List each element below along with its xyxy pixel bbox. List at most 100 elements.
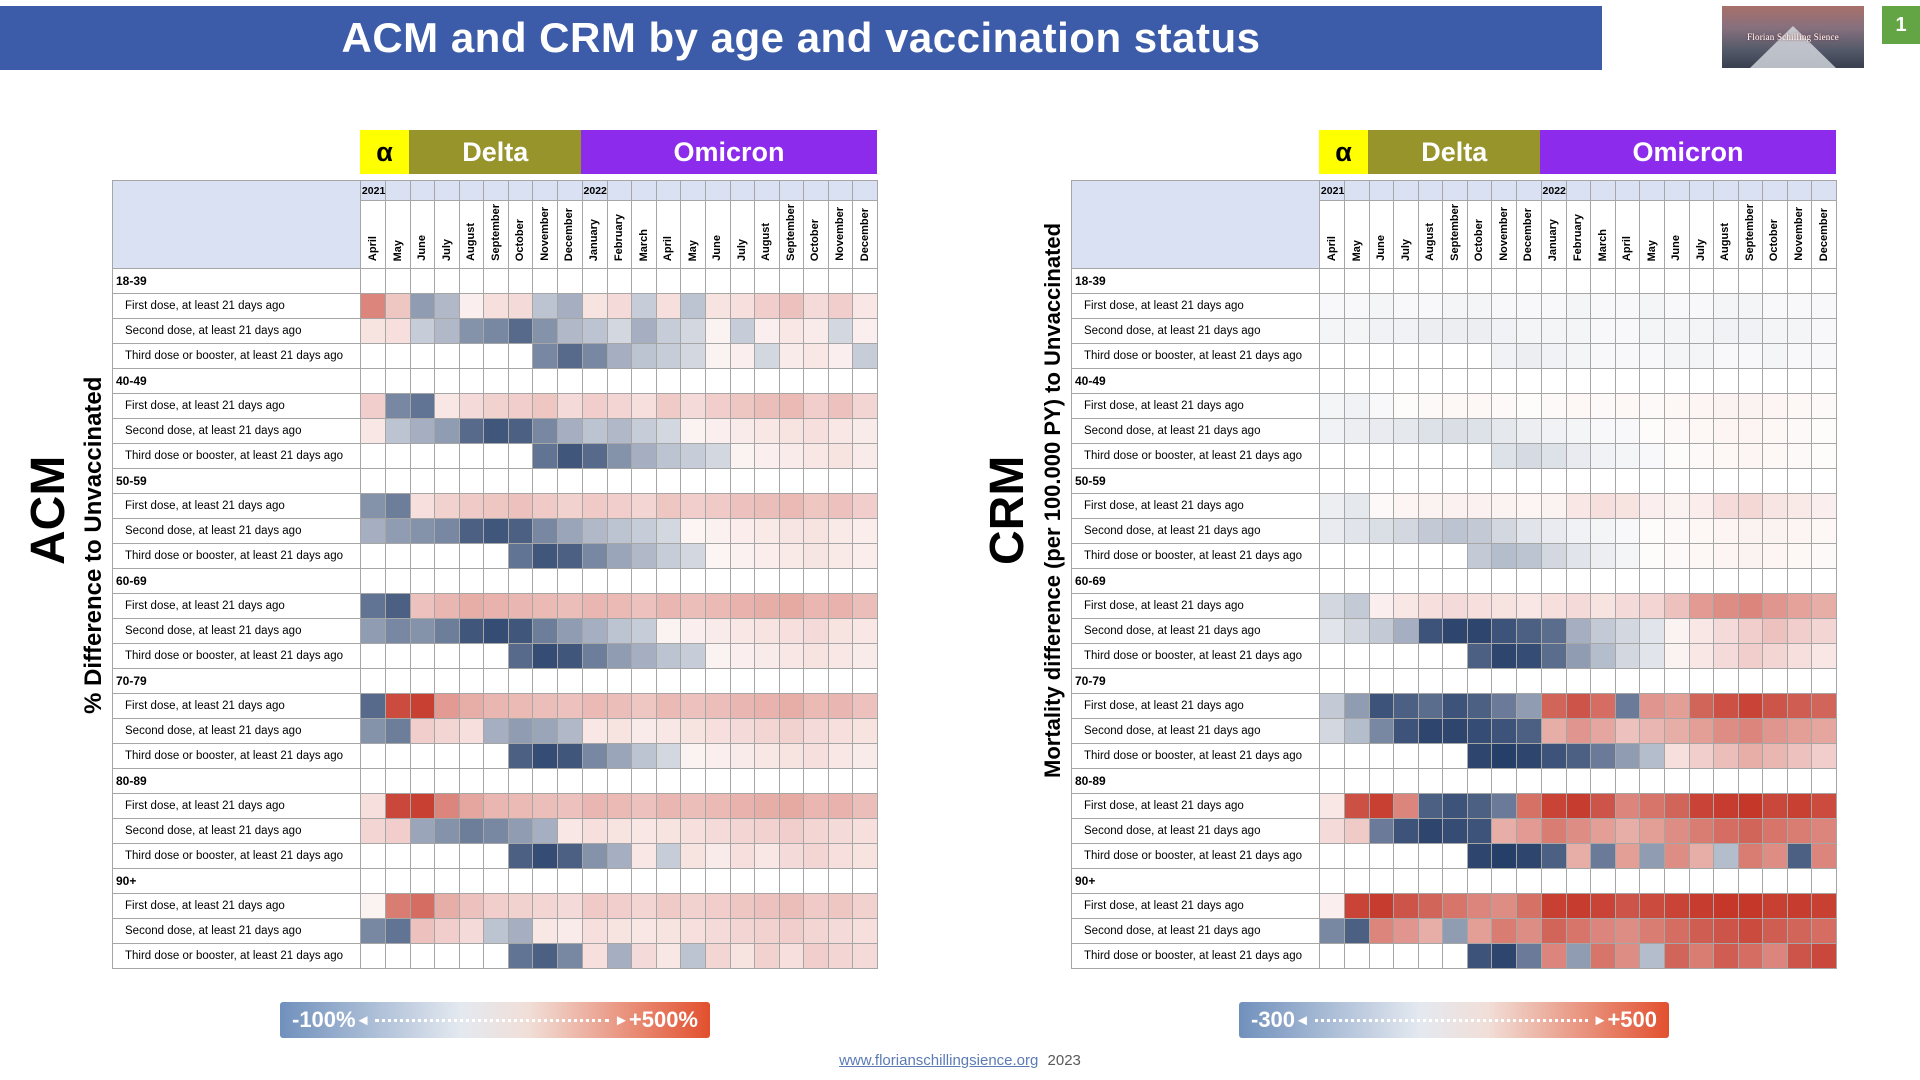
- heatmap-cell: [1318, 643, 1346, 669]
- heatmap-cell: [655, 793, 682, 819]
- month-cell: April: [655, 200, 682, 269]
- heatmap-cell: [1344, 918, 1370, 944]
- dose-label: Third dose or booster, at least 21 days …: [1071, 443, 1320, 469]
- heatmap-cell: [655, 518, 682, 544]
- empty-cell: [1344, 668, 1370, 694]
- heatmap-cell: [655, 718, 682, 744]
- heatmap-cell: [532, 518, 558, 544]
- empty-cell: [1565, 668, 1592, 694]
- heatmap-cell: [705, 418, 731, 444]
- dose-label: First dose, at least 21 days ago: [1071, 393, 1320, 419]
- month-label: September: [1744, 204, 1756, 261]
- logo: Florian Schilling Sience: [1722, 6, 1864, 68]
- month-cell: October: [803, 200, 829, 269]
- month-label: May: [392, 239, 404, 261]
- heatmap-cell: [532, 418, 558, 444]
- heatmap-cell: [507, 818, 534, 844]
- heatmap-cell: [359, 593, 387, 619]
- heatmap-cell: [434, 593, 460, 619]
- month-cell: August: [754, 200, 780, 269]
- dose-label: Second dose, at least 21 days ago: [112, 318, 361, 344]
- heatmap-cell: [532, 793, 558, 819]
- heatmap-cell: [1318, 718, 1346, 744]
- empty-cell: [803, 268, 829, 294]
- empty-cell: [655, 368, 682, 394]
- empty-cell: [1639, 868, 1666, 894]
- heatmap-cell: [1713, 443, 1739, 469]
- crm-heatmap: 2021 2022 April May June July August September O…: [1071, 180, 1837, 969]
- heatmap-cell: [1664, 893, 1690, 919]
- empty-cell: [655, 768, 682, 794]
- heatmap-cell: [1516, 793, 1542, 819]
- heatmap-cell: [631, 618, 657, 644]
- empty-cell: [507, 268, 534, 294]
- empty-cell: [507, 868, 534, 894]
- heatmap-cell: [729, 593, 756, 619]
- month-cell: May: [385, 200, 411, 269]
- heatmap-cell: [1344, 518, 1370, 544]
- heatmap-cell: [532, 743, 558, 769]
- age-group-label: 60-69: [1071, 568, 1320, 594]
- heatmap-cell: [680, 543, 707, 569]
- heatmap-cell: [827, 293, 854, 319]
- heatmap-cell: [1590, 393, 1616, 419]
- empty-cell: [581, 768, 608, 794]
- year-cell: [606, 180, 633, 201]
- age-group-row: 50-59: [1071, 468, 1837, 494]
- year-cell: [1442, 180, 1468, 201]
- empty-cell: [507, 768, 534, 794]
- heatmap-cell: [1368, 818, 1395, 844]
- footer-link[interactable]: www.florianschillingsience.org: [839, 1052, 1039, 1069]
- heatmap-cell: [1417, 943, 1444, 969]
- heatmap-cell: [557, 793, 583, 819]
- empty-cell: [1590, 368, 1616, 394]
- heatmap-cell: [1393, 343, 1419, 369]
- heatmap-cell: [1614, 443, 1641, 469]
- heatmap-cell: [1368, 793, 1395, 819]
- heatmap-cell: [1516, 393, 1542, 419]
- heatmap-cell: [754, 693, 780, 719]
- heatmap-cell: [1811, 518, 1837, 544]
- empty-cell: [1318, 268, 1346, 294]
- heatmap-cell: [1590, 693, 1616, 719]
- empty-cell: [606, 268, 633, 294]
- heatmap-cell: [1762, 918, 1788, 944]
- heatmap-cell: [1491, 843, 1517, 869]
- empty-cell: [409, 868, 436, 894]
- heatmap-cell: [1516, 943, 1542, 969]
- empty-cell: [852, 868, 878, 894]
- empty-cell: [1393, 268, 1419, 294]
- heatmap-cell: [1614, 343, 1641, 369]
- empty-cell: [1516, 868, 1542, 894]
- heatmap-cell: [1318, 318, 1346, 344]
- heatmap-cell: [359, 718, 387, 744]
- heatmap-cell: [507, 543, 534, 569]
- heatmap-cell: [754, 618, 780, 644]
- empty-cell: [680, 368, 707, 394]
- heatmap-cell: [655, 818, 682, 844]
- heatmap-cell: [1417, 593, 1444, 619]
- empty-cell: [1318, 768, 1346, 794]
- heatmap-cell: [385, 518, 411, 544]
- empty-cell: [852, 768, 878, 794]
- dose-label: First dose, at least 21 days ago: [1071, 793, 1320, 819]
- heatmap-cell: [581, 693, 608, 719]
- month-label: July: [736, 238, 748, 261]
- year-cell: [1688, 180, 1715, 201]
- table-corner: [1071, 180, 1320, 269]
- heatmap-cell: [1417, 618, 1444, 644]
- heatmap-cell: [655, 493, 682, 519]
- month-cell: June: [1664, 200, 1690, 269]
- empty-cell: [458, 868, 485, 894]
- heatmap-cell: [1664, 818, 1690, 844]
- heatmap-cell: [483, 693, 509, 719]
- heatmap-cell: [827, 793, 854, 819]
- age-group-row: 90+: [112, 868, 878, 894]
- year-cell: [655, 180, 682, 201]
- heatmap-cell: [409, 393, 436, 419]
- empty-cell: [483, 568, 509, 594]
- year-cell: [1565, 180, 1592, 201]
- heatmap-cell: [754, 918, 780, 944]
- heatmap-cell: [1664, 493, 1690, 519]
- heatmap-cell: [1368, 343, 1395, 369]
